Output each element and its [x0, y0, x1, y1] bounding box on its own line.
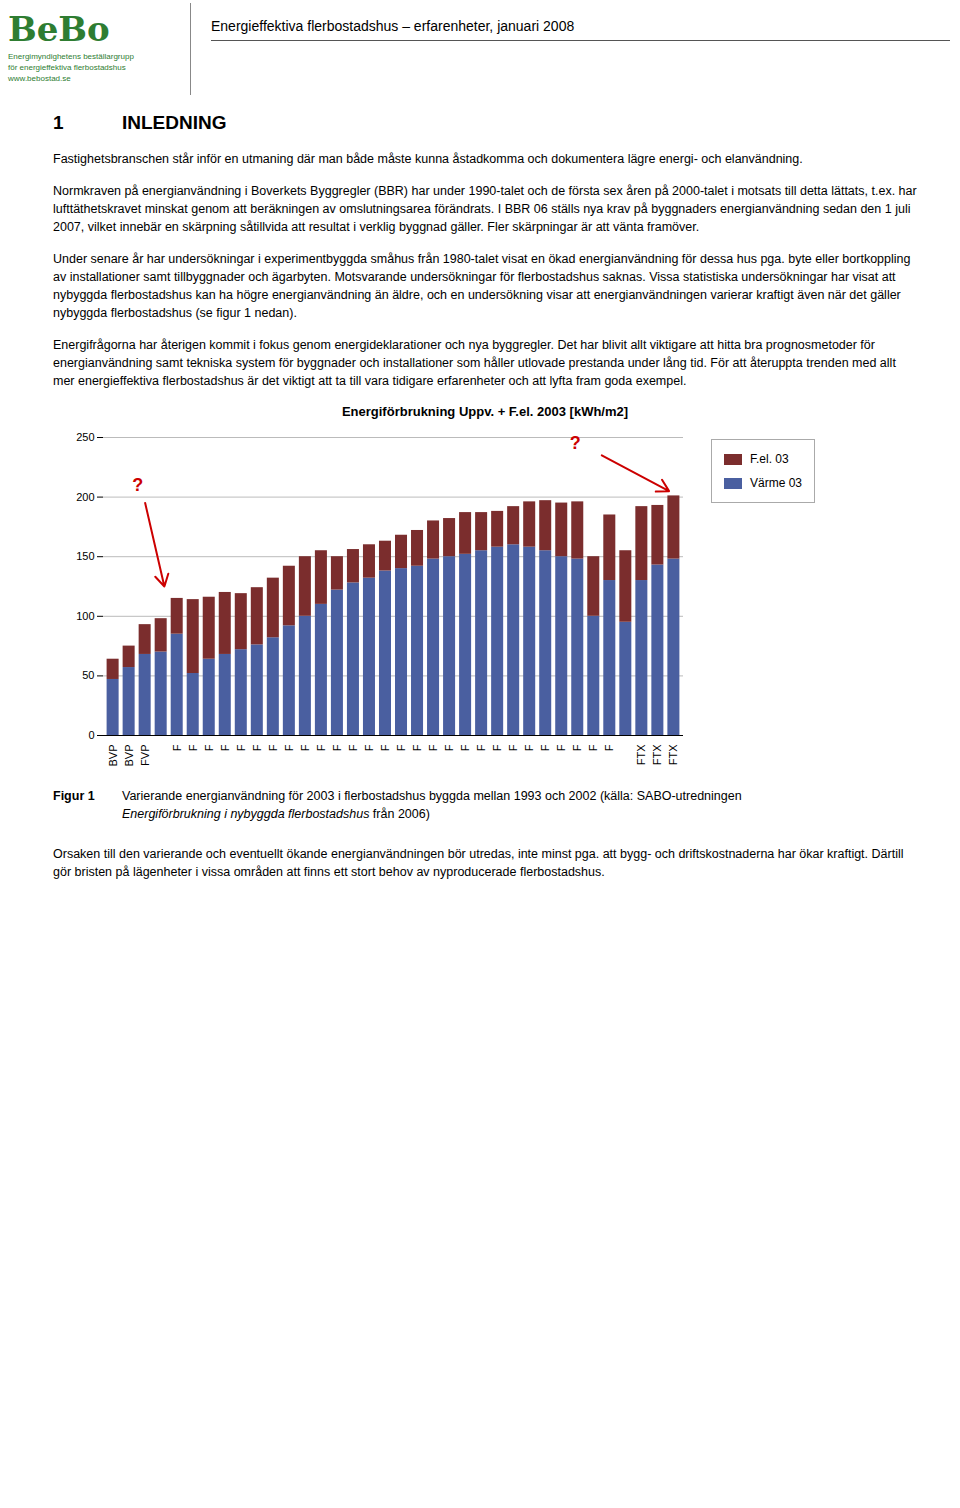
html-text:1: 1: [53, 112, 64, 133]
html-text:Normkraven på energianvändning: Normkraven på energianvändning i Boverke…: [53, 184, 917, 234]
svg-text:FTX: FTX: [667, 744, 679, 765]
html-text:Under senare år har undersökni: Under senare år har undersökningar i exp…: [53, 252, 911, 320]
html-text:F.el. 03: F.el. 03: [750, 452, 789, 466]
svg-text:F: F: [219, 744, 231, 751]
svg-text:FTX: FTX: [651, 744, 663, 765]
html-text:Energifrågorna har återigen ko: Energifrågorna har återigen kommit i fok…: [53, 338, 896, 388]
svg-text:F: F: [427, 744, 439, 751]
svg-text:F: F: [299, 744, 311, 751]
html-text:Varierande energianvändning fö: Varierande energianvändning för 2003 i f…: [122, 789, 742, 803]
svg-text:?: ?: [570, 433, 581, 453]
svg-text:F: F: [555, 744, 567, 751]
html-text:Energimyndighetens beställargr: Energimyndighetens beställargrupp: [8, 52, 134, 61]
html-text:Fastighetsbranschen står inför: Fastighetsbranschen står inför en utmani…: [53, 152, 803, 166]
svg-text:F: F: [235, 744, 247, 751]
svg-text:F: F: [475, 744, 487, 751]
svg-text:FTX: FTX: [635, 744, 647, 765]
svg-text:F: F: [171, 744, 183, 751]
html-text:Energiförbrukning i nybyggda f: Energiförbrukning i nybyggda flerbostads…: [122, 807, 430, 821]
html-text:BeBo: BeBo: [8, 9, 110, 49]
svg-text:F: F: [443, 744, 455, 751]
html-text:Värme 03: Värme 03: [750, 476, 802, 490]
svg-text:F: F: [203, 744, 215, 751]
svg-text:150: 150: [76, 550, 94, 562]
html-text:Energieffektiva flerbostadshus: Energieffektiva flerbostadshus – erfaren…: [211, 18, 575, 34]
html-text:för energieffektiva flerbostad: för energieffektiva flerbostadshus: [8, 63, 126, 72]
html-text:Figur 1: Figur 1: [53, 789, 95, 803]
svg-text:F: F: [363, 744, 375, 751]
svg-text:F: F: [571, 744, 583, 751]
svg-text:F: F: [539, 744, 551, 751]
svg-text:100: 100: [76, 610, 94, 622]
svg-text:250: 250: [76, 431, 94, 443]
svg-text:F: F: [283, 744, 295, 751]
svg-text:F: F: [267, 744, 279, 751]
svg-text:BVP: BVP: [107, 745, 119, 767]
svg-text:?: ?: [132, 475, 143, 495]
svg-text:F: F: [315, 744, 327, 751]
svg-text:F: F: [251, 744, 263, 751]
svg-text:F: F: [395, 744, 407, 751]
svg-text:F: F: [379, 744, 391, 751]
svg-text:F: F: [187, 744, 199, 751]
svg-text:FVP: FVP: [139, 745, 151, 766]
html-text:Energiförbrukning Uppv. + F.el: Energiförbrukning Uppv. + F.el. 2003 [kW…: [341, 404, 629, 419]
html-text:www.bebostad.se: www.bebostad.se: [8, 74, 71, 83]
svg-text:F: F: [603, 744, 615, 751]
svg-text:F: F: [331, 744, 343, 751]
svg-text:200: 200: [76, 491, 94, 503]
svg-text:BVP: BVP: [123, 745, 135, 767]
svg-text:F: F: [347, 744, 359, 751]
svg-text:F: F: [411, 744, 423, 751]
svg-text:F: F: [459, 744, 471, 751]
html-text:Orsaken till den varierande oc: Orsaken till den varierande och eventuel…: [53, 847, 904, 879]
svg-text:F: F: [491, 744, 503, 751]
svg-text:0: 0: [88, 729, 94, 741]
svg-text:F: F: [587, 744, 599, 751]
svg-text:F: F: [507, 744, 519, 751]
svg-text:50: 50: [82, 669, 94, 681]
html-text:INLEDNING: INLEDNING: [122, 112, 227, 133]
svg-text:F: F: [523, 744, 535, 751]
